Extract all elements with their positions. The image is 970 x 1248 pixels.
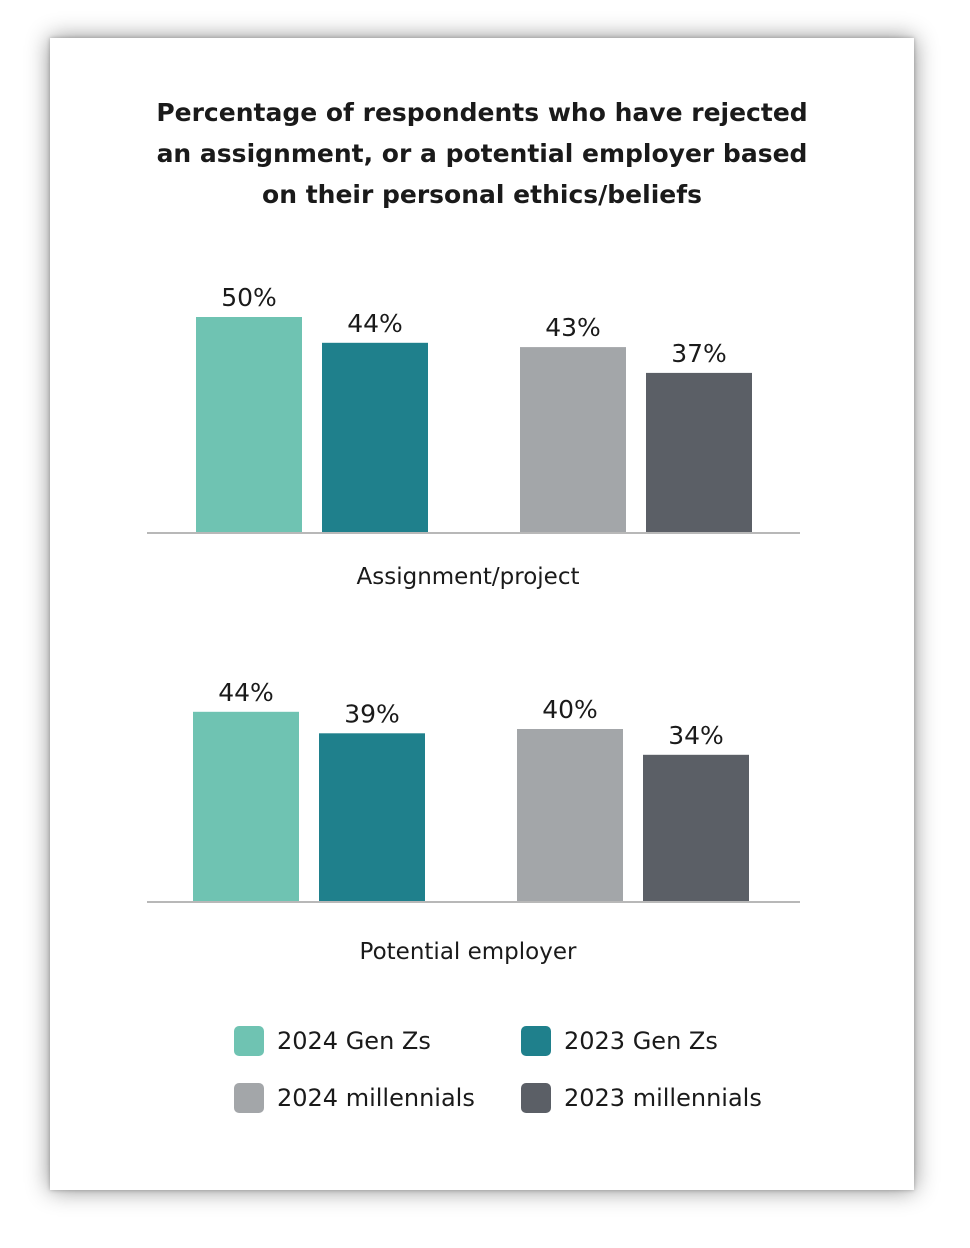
- legend-item-2023-gen-zs: 2023 Gen Zs: [521, 1023, 718, 1059]
- data-label: 44%: [347, 309, 403, 338]
- legend-swatch: [521, 1026, 551, 1056]
- data-label: 39%: [344, 699, 400, 728]
- bar: [193, 711, 299, 901]
- chart-title-line-1: Percentage of respondents who have rejec…: [156, 98, 808, 127]
- legend-label: 2023 Gen Zs: [564, 1027, 718, 1055]
- legend-swatch: [234, 1083, 264, 1113]
- data-label: 43%: [545, 313, 601, 342]
- data-label: 37%: [671, 339, 727, 368]
- category-label: Assignment/project: [357, 564, 580, 590]
- legend-swatch: [521, 1083, 551, 1113]
- chart-title-line-3: on their personal ethics/beliefs: [262, 180, 702, 209]
- data-label: 40%: [542, 695, 598, 724]
- legend-label: 2024 Gen Zs: [277, 1027, 431, 1055]
- bar: [517, 729, 623, 901]
- bar-chart: 50% 44% 43% 37% Assignment/project 44% 39% 40% 3…: [147, 283, 800, 965]
- bar-group-1: 50% 44% 43% 37% Assignment/project: [147, 283, 800, 590]
- legend-swatch: [234, 1026, 264, 1056]
- bar-group-2: 44% 39% 40% 34% Potential employer: [147, 678, 800, 965]
- bar: [322, 342, 428, 532]
- category-label: Potential employer: [360, 939, 577, 965]
- legend-item-2024-gen-zs: 2024 Gen Zs: [234, 1023, 431, 1059]
- bar: [319, 733, 425, 901]
- legend-label: 2023 millennials: [564, 1084, 762, 1112]
- bar: [520, 347, 626, 532]
- chart-title: Percentage of respondents who have rejec…: [50, 92, 914, 215]
- legend-item-2024-millennials: 2024 millennials: [234, 1080, 475, 1116]
- bar: [643, 754, 749, 901]
- bar: [646, 372, 752, 532]
- legend-item-2023-millennials: 2023 millennials: [521, 1080, 762, 1116]
- data-label: 50%: [221, 283, 277, 312]
- bar: [196, 317, 302, 532]
- chart-title-line-2: an assignment, or a potential employer b…: [156, 139, 808, 168]
- chart-card: Percentage of respondents who have rejec…: [50, 38, 914, 1190]
- legend-label: 2024 millennials: [277, 1084, 475, 1112]
- data-label: 44%: [218, 678, 274, 707]
- data-label: 34%: [668, 721, 724, 750]
